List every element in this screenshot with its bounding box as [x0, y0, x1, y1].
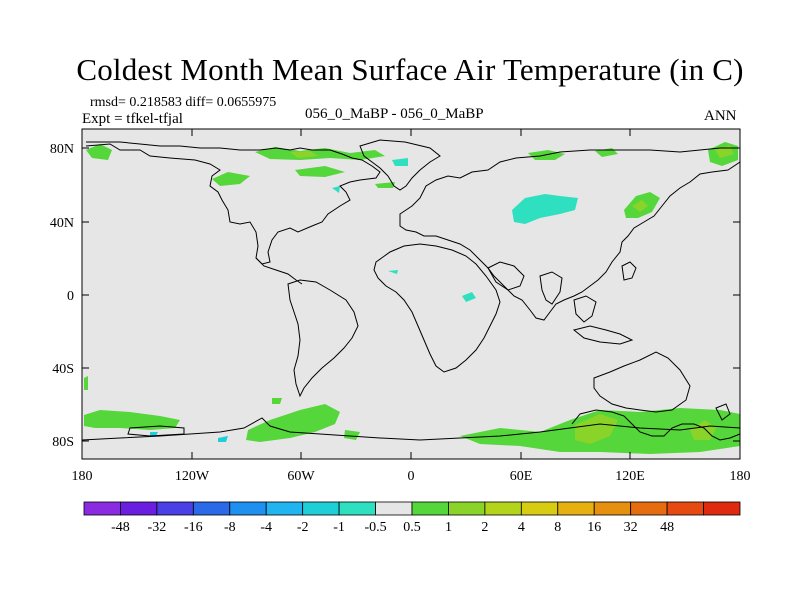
colorbar-box-17	[703, 501, 741, 516]
anomaly-positive-greenland-2	[375, 182, 395, 188]
anomaly-negative-africa	[462, 292, 476, 302]
anomaly-positive-south-pacific	[84, 410, 180, 430]
colorbar-label: -0.5	[364, 520, 386, 535]
colorbar-label: 8	[554, 520, 561, 535]
lon-label-60e: 60E	[510, 469, 533, 484]
lon-label-60w: 60W	[287, 469, 315, 484]
colorbar-box-2	[156, 501, 194, 516]
colorbar-box-15	[630, 501, 668, 516]
colorbar-label: -16	[184, 520, 203, 535]
colorbar-box-12	[520, 501, 559, 516]
colorbar-label: 0.5	[403, 520, 421, 535]
colorbar: -48 -32 -16 -8 -4 -2 -1 -0.5 0.5 1 2 4 8 16 32 48	[83, 501, 741, 535]
rmsd-diff-stats: rmsd= 0.218583 diff= 0.0655975	[90, 95, 277, 110]
coastline-antarctica	[81, 417, 741, 441]
lon-label-180-west: 180	[72, 469, 93, 484]
colorbar-label: 48	[660, 520, 674, 535]
coastline-east-antarctica-inner	[571, 409, 741, 441]
coastline-japan	[621, 261, 637, 281]
coastline-se-asia	[573, 295, 597, 323]
colorbar-box-14	[593, 501, 632, 516]
colorbar-label: -48	[111, 520, 130, 535]
anomaly-positive-canada-yellow	[290, 151, 318, 158]
anomaly-negative-ross	[150, 432, 158, 436]
lat-label-80n: 80N	[50, 142, 74, 157]
coastline-north-america	[85, 141, 381, 265]
anomaly-positive-east-antarctica-yellow	[575, 414, 618, 444]
lon-label-0: 0	[408, 469, 415, 484]
coastlines	[81, 139, 741, 441]
lat-label-40s: 40S	[52, 362, 74, 377]
colorbar-box-16	[666, 501, 704, 516]
lat-label-80s: 80S	[52, 435, 74, 450]
colorbar-box-6	[302, 501, 340, 516]
lon-label-120e: 120E	[615, 469, 645, 484]
colorbar-box-5	[265, 501, 304, 516]
lon-label-120w: 120W	[175, 469, 210, 484]
coastline-greenland	[359, 139, 441, 191]
colorbar-box-7	[338, 501, 376, 516]
map-background	[82, 129, 740, 459]
season-label: ANN	[704, 108, 737, 124]
colorbar-box-4	[229, 501, 267, 516]
anomaly-positive-east-antarctica-yellow-2	[690, 420, 716, 440]
anomaly-negative-antarctic-small	[218, 436, 228, 442]
colorbar-box-13	[557, 501, 595, 516]
colorbar-label: -32	[148, 520, 167, 535]
anomaly-negative-arctic-small	[392, 158, 408, 166]
coastline-africa	[373, 243, 501, 373]
anomaly-positive-arctic-north-america	[86, 144, 112, 160]
colorbar-box-8	[375, 501, 413, 516]
anomaly-negative-north-america	[332, 186, 340, 193]
anomaly-positive-kamchatka-core	[632, 200, 648, 212]
colorbar-box-11	[484, 501, 522, 516]
coastline-new-zealand	[715, 403, 731, 421]
coastline-ross-ice	[127, 425, 185, 437]
anomaly-positive-greenland	[295, 166, 345, 177]
anomaly-positive-west-small	[272, 398, 282, 404]
coastline-australia	[593, 351, 691, 413]
map-title: Coldest Month Mean Surface Air Temperatu…	[76, 52, 744, 87]
colorbar-label: -8	[224, 520, 236, 535]
anomaly-patches	[84, 142, 740, 454]
colorbar-label: 16	[587, 520, 601, 535]
coastline-indonesia	[572, 325, 634, 345]
anomaly-positive-weddell	[344, 430, 360, 440]
anomaly-positive-antarctic-peninsula	[246, 404, 340, 442]
anomaly-negative-central-asia	[512, 194, 578, 224]
colorbar-label: -2	[297, 520, 309, 535]
colorbar-box-0	[83, 501, 121, 516]
coastline-india	[539, 271, 563, 305]
anomaly-positive-canada	[255, 147, 385, 160]
colorbar-label: 4	[518, 520, 525, 535]
colorbar-label: 1	[445, 520, 452, 535]
colorbar-box-3	[192, 501, 231, 516]
tick-marks	[81, 129, 741, 459]
lat-label-0: 0	[67, 289, 74, 304]
colorbar-label: 2	[481, 520, 488, 535]
colorbar-box-1	[120, 501, 158, 516]
lon-label-180-east: 180	[730, 469, 751, 484]
anomaly-negative-sahara	[388, 270, 398, 274]
runs-label: 056_0_MaBP - 056_0_MaBP	[305, 106, 484, 122]
colorbar-label: -4	[260, 520, 272, 535]
coastline-arabia	[487, 261, 525, 291]
anomaly-positive-hudson	[212, 172, 250, 186]
lat-label-40n: 40N	[50, 216, 74, 231]
latitude-labels: 80N 40N 0 40S 80S	[50, 142, 74, 450]
colorbar-box-10	[448, 501, 486, 516]
longitude-labels: 180 120W 60W 0 60E 120E 180	[72, 469, 751, 484]
experiment-label: Expt = tfkel-tfjal	[82, 111, 183, 127]
colorbar-box-9	[411, 501, 449, 516]
anomaly-positive-chukotka	[715, 146, 734, 158]
anomaly-positive-far-west	[84, 376, 88, 390]
colorbar-label: -1	[333, 520, 345, 535]
coastline-south-america	[287, 279, 359, 398]
colorbar-label: 32	[624, 520, 638, 535]
